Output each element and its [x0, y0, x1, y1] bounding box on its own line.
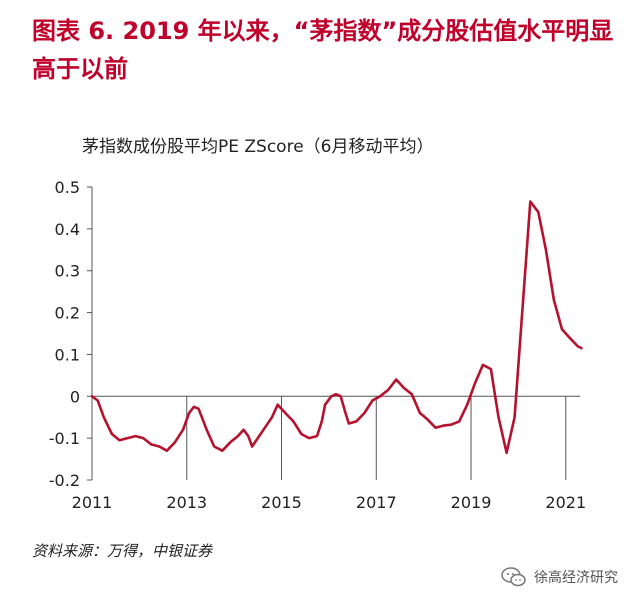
y-tick-label: -0.1: [49, 429, 80, 448]
plot-area: [90, 200, 583, 455]
x-tick-label: 2017: [356, 493, 397, 512]
y-tick-label: 0.2: [55, 304, 80, 323]
brand-name: 徐高经济研究: [534, 570, 618, 586]
y-tick-label: -0.2: [49, 471, 80, 490]
chart-title: 茅指数成份股平均PE ZScore（6月移动平均）: [82, 137, 434, 157]
x-tick-label: 2013: [166, 493, 207, 512]
x-tick-label: 2021: [545, 493, 586, 512]
y-tick-label: 0.1: [55, 345, 80, 364]
figure-title: 图表 6. 2019 年以来，“茅指数”成分股估值水平明显高于以前: [32, 17, 614, 83]
y-tick-label: 0.4: [55, 220, 80, 239]
wechat-icon: [501, 567, 526, 587]
brand-badge: 徐高经济研究: [500, 566, 618, 588]
x-tick-label: 2011: [72, 493, 113, 512]
y-tick-label: 0.5: [55, 178, 80, 197]
x-tick-label: 2015: [261, 493, 302, 512]
y-tick-label: 0: [70, 387, 80, 406]
x-tick-label: 2019: [451, 493, 492, 512]
series-line: [90, 200, 583, 455]
source-note: 资料来源：万得，中银证券: [32, 542, 213, 560]
axes: -0.2 -0.1 0 0.1 0.2 0.3 0.4 0.5 2011 2013 2015 2017…: [49, 178, 586, 512]
y-tick-label: 0.3: [55, 262, 80, 281]
